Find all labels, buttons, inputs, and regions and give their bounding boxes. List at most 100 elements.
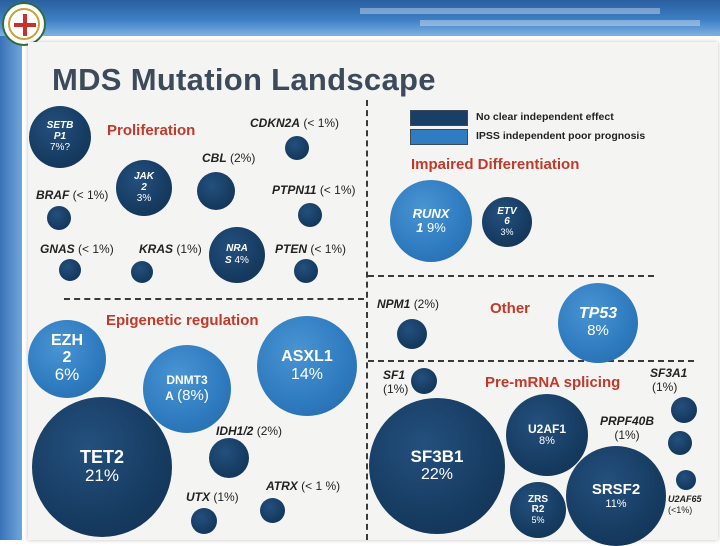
gene-pct-asxl1: 14% bbox=[290, 365, 323, 383]
gene-pct-ezh2: 6% bbox=[54, 365, 80, 385]
gene-name-setbp1-b: P1 bbox=[53, 130, 67, 142]
gene-pct-runx1: 9% bbox=[427, 220, 446, 236]
gene-circle-ptpn11 bbox=[298, 203, 322, 227]
gene-pct-idh12: (2%) bbox=[256, 424, 283, 438]
gene-pct-kras: (1%) bbox=[176, 242, 202, 256]
label-npm1: NPM1 (2%) bbox=[377, 297, 439, 311]
label-sf3a1: SF3A1 (1%) bbox=[650, 366, 687, 395]
gene-circle-etv6: ETV 6 3% bbox=[482, 197, 532, 247]
gene-pct-prpf40b: (1%) bbox=[614, 428, 640, 443]
divider-proliferation-epigenetic bbox=[64, 298, 364, 300]
gene-name-cdkn2a: CDKN2A bbox=[250, 116, 301, 130]
gene-name-ezh2-b: 2 bbox=[62, 348, 72, 366]
gene-name-zrsr2-b: R2 bbox=[531, 504, 545, 516]
label-kras: KRAS (1%) bbox=[139, 242, 202, 256]
gene-pct-tp53: 8% bbox=[587, 322, 609, 340]
gene-circle-setbp1: SETB P1 7%? bbox=[29, 106, 91, 168]
gene-circle-u2af65 bbox=[676, 470, 696, 490]
gene-name-etv6-a: ETV bbox=[497, 205, 517, 217]
label-cbl: CBL (2%) bbox=[202, 151, 255, 165]
gene-circle-sf1 bbox=[411, 368, 437, 394]
gene-name-tp53: TP53 bbox=[578, 305, 618, 323]
gene-pct-setbp1: 7%? bbox=[49, 142, 70, 153]
gene-name-atrx: ATRX bbox=[266, 479, 298, 493]
gene-circle-tp53: TP53 8% bbox=[558, 283, 638, 363]
gene-pct-dnmt3a: (8%) bbox=[177, 386, 209, 404]
gene-pct-zrsr2: 5% bbox=[531, 514, 545, 525]
gene-pct-pten: (< 1%) bbox=[310, 242, 347, 256]
label-pten: PTEN (< 1%) bbox=[275, 242, 346, 256]
gene-pct-u2af1: 8% bbox=[539, 435, 555, 448]
gene-name-kras: KRAS bbox=[139, 242, 174, 256]
divider-other-splicing bbox=[368, 360, 694, 362]
gene-pct-cbl: (2%) bbox=[230, 151, 256, 165]
gene-circle-sf3b1: SF3B1 22% bbox=[369, 398, 505, 534]
gene-circle-gnas bbox=[59, 259, 81, 281]
gene-name-sf3b1: SF3B1 bbox=[410, 447, 464, 467]
gene-circle-dnmt3a: DNMT3 A (8%) bbox=[143, 345, 231, 433]
gene-circle-u2af1: U2AF1 8% bbox=[506, 394, 588, 476]
gene-name-dnmt3a-b: A bbox=[165, 388, 174, 403]
gene-circle-sf3a1 bbox=[671, 397, 697, 423]
gene-name-ezh2-a: EZH bbox=[51, 331, 83, 349]
gene-name-idh12: IDH1/2 bbox=[216, 424, 254, 438]
gene-name-srsf2: SRSF2 bbox=[591, 481, 641, 499]
header-band bbox=[0, 0, 720, 36]
label-idh12: IDH1/2 (2%) bbox=[216, 424, 282, 438]
gene-name-cbl: CBL bbox=[202, 151, 227, 165]
gene-name-runx1-a: RUNX bbox=[412, 205, 450, 221]
section-proliferation: Proliferation bbox=[107, 122, 196, 139]
gene-pct-cdkn2a: (< 1%) bbox=[303, 116, 340, 130]
gene-name-ptpn11: PTPN11 bbox=[272, 183, 317, 197]
gene-name-sf3a1: SF3A1 bbox=[650, 366, 688, 380]
side-band bbox=[0, 36, 22, 540]
legend-swatch-blue bbox=[410, 129, 468, 145]
section-other: Other bbox=[490, 300, 531, 317]
gene-name-jak2-b: 2 bbox=[141, 181, 147, 193]
divider-differentiation-other bbox=[368, 275, 654, 277]
gene-circle-prpf40b bbox=[668, 431, 692, 455]
gene-circle-braf bbox=[47, 206, 71, 230]
gene-circle-cdkn2a bbox=[285, 136, 309, 160]
gene-circle-ezh2: EZH 2 6% bbox=[28, 320, 106, 398]
label-prpf40b: PRPF40B (1%) bbox=[600, 414, 654, 443]
gene-circle-zrsr2: ZRS R2 5% bbox=[510, 482, 566, 538]
gene-circle-atrx bbox=[260, 498, 285, 523]
label-gnas: GNAS (< 1%) bbox=[40, 242, 114, 256]
gene-name-setbp1-a: SETB bbox=[46, 120, 74, 131]
gene-pct-npm1: (2%) bbox=[413, 297, 440, 311]
label-u2af65: U2AF65 (<1%) bbox=[668, 494, 718, 516]
gene-pct-nras: 4% bbox=[234, 254, 249, 266]
gene-circle-pten bbox=[294, 259, 318, 283]
label-sf1: SF1 (1%) bbox=[383, 368, 408, 397]
gene-name-etv6-b: 6 bbox=[504, 216, 510, 228]
legend-label-navy: No clear independent effect bbox=[476, 111, 614, 123]
divider-vertical bbox=[366, 100, 368, 540]
slide-title: MDS Mutation Landscape bbox=[52, 62, 436, 97]
gene-name-utx: UTX bbox=[186, 490, 210, 504]
gene-name-u2af1: U2AF1 bbox=[527, 421, 566, 436]
gene-name-sf1: SF1 bbox=[383, 368, 406, 382]
gene-pct-braf: (< 1%) bbox=[72, 188, 109, 202]
gene-pct-sf3b1: 22% bbox=[420, 466, 453, 484]
gene-name-pten: PTEN bbox=[275, 242, 308, 256]
gene-pct-jak2: 3% bbox=[136, 193, 152, 204]
legend-label-blue: IPSS independent poor prognosis bbox=[476, 130, 646, 142]
gene-name-nras-b: S bbox=[225, 254, 232, 266]
gene-name-nras-a: NRA bbox=[226, 243, 248, 254]
section-epigenetic: Epigenetic regulation bbox=[106, 312, 259, 329]
gene-pct-sf1: (1%) bbox=[383, 382, 409, 397]
gene-circle-utx bbox=[191, 508, 217, 534]
gene-name-dnmt3a-a: DNMT3 bbox=[166, 373, 208, 388]
gene-circle-tet2: TET2 21% bbox=[32, 397, 172, 537]
gene-circle-kras bbox=[131, 261, 153, 283]
label-braf: BRAF (< 1%) bbox=[36, 188, 108, 202]
label-atrx: ATRX (< 1 %) bbox=[266, 479, 340, 493]
label-utx: UTX (1%) bbox=[186, 490, 239, 504]
gene-circle-npm1 bbox=[397, 319, 427, 349]
gene-circle-cbl bbox=[197, 172, 235, 210]
legend-swatch-navy bbox=[410, 110, 468, 126]
gene-name-npm1: NPM1 bbox=[377, 297, 411, 311]
section-splicing: Pre-mRNA splicing bbox=[485, 374, 621, 391]
section-impaired-differentiation: Impaired Differentiation bbox=[411, 156, 580, 173]
